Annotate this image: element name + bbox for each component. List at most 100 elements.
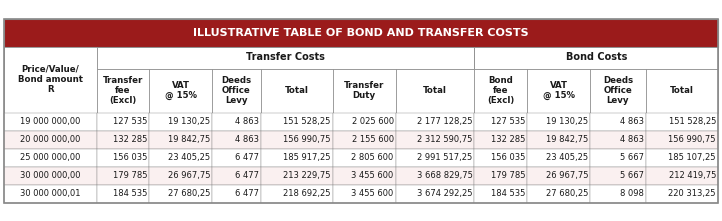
Text: 5 667: 5 667 <box>619 153 644 162</box>
Bar <box>590 112 645 130</box>
Bar <box>149 185 212 202</box>
Text: 3 674 292,25: 3 674 292,25 <box>417 189 472 198</box>
Bar <box>261 69 333 112</box>
Bar <box>396 130 474 149</box>
Text: VAT
@ 15%: VAT @ 15% <box>165 81 197 100</box>
Text: Bond Costs: Bond Costs <box>565 53 627 63</box>
Bar <box>645 149 718 166</box>
Text: 2 991 517,25: 2 991 517,25 <box>417 153 472 162</box>
Text: 8 098: 8 098 <box>620 189 644 198</box>
Text: 19 842,75: 19 842,75 <box>168 135 210 144</box>
Bar <box>396 149 474 166</box>
Text: 3 668 829,75: 3 668 829,75 <box>417 171 472 180</box>
Bar <box>396 185 474 202</box>
Bar <box>474 69 527 112</box>
Bar <box>212 185 261 202</box>
Bar <box>97 149 149 166</box>
Bar <box>396 112 474 130</box>
Text: 185 107,25: 185 107,25 <box>669 153 716 162</box>
Text: 184 535: 184 535 <box>113 189 147 198</box>
Text: 218 692,25: 218 692,25 <box>283 189 331 198</box>
Text: 132 285: 132 285 <box>491 135 525 144</box>
Text: Price/Value/
Bond amount
R: Price/Value/ Bond amount R <box>18 65 83 94</box>
Bar <box>212 69 261 112</box>
Text: 6 477: 6 477 <box>235 189 258 198</box>
Text: Transfer
fee
(Excl): Transfer fee (Excl) <box>103 76 143 105</box>
Bar <box>590 69 645 112</box>
Bar <box>261 149 333 166</box>
Text: 151 528,25: 151 528,25 <box>283 117 331 126</box>
Bar <box>261 185 333 202</box>
Bar <box>212 166 261 185</box>
Text: 4 863: 4 863 <box>235 135 258 144</box>
Text: 212 419,75: 212 419,75 <box>669 171 716 180</box>
Bar <box>527 112 590 130</box>
Bar <box>333 69 396 112</box>
Bar <box>645 112 718 130</box>
Bar <box>527 69 590 112</box>
Text: 19 000 000,00: 19 000 000,00 <box>20 117 80 126</box>
Text: ILLUSTRATIVE TABLE OF BOND AND TRANSFER COSTS: ILLUSTRATIVE TABLE OF BOND AND TRANSFER … <box>193 27 529 38</box>
Bar <box>149 166 212 185</box>
Bar <box>474 46 718 69</box>
Bar <box>97 185 149 202</box>
Text: 26 967,75: 26 967,75 <box>546 171 588 180</box>
Bar <box>590 166 645 185</box>
Bar <box>4 46 97 69</box>
Bar <box>396 69 474 112</box>
Text: 4 863: 4 863 <box>619 117 644 126</box>
Bar <box>4 130 97 149</box>
Text: 2 025 600: 2 025 600 <box>352 117 393 126</box>
Text: 179 785: 179 785 <box>113 171 147 180</box>
Bar <box>261 130 333 149</box>
Text: 6 477: 6 477 <box>235 153 258 162</box>
Text: 2 177 128,25: 2 177 128,25 <box>417 117 472 126</box>
Bar <box>97 130 149 149</box>
Text: 3 455 600: 3 455 600 <box>352 171 393 180</box>
Text: 184 535: 184 535 <box>491 189 525 198</box>
Text: Total: Total <box>670 86 694 95</box>
Bar <box>4 19 718 46</box>
Bar <box>333 185 396 202</box>
Bar <box>527 166 590 185</box>
Text: 6 477: 6 477 <box>235 171 258 180</box>
Text: Transfer
Duty: Transfer Duty <box>344 81 384 100</box>
Bar <box>645 69 718 112</box>
Text: Deeds
Office
Levy: Deeds Office Levy <box>603 76 633 105</box>
Text: 25 000 000,00: 25 000 000,00 <box>20 153 80 162</box>
Text: 26 967,75: 26 967,75 <box>168 171 210 180</box>
Bar <box>4 112 97 130</box>
Bar <box>333 149 396 166</box>
Text: 156 035: 156 035 <box>113 153 147 162</box>
Bar <box>474 166 527 185</box>
Bar <box>396 166 474 185</box>
Text: 20 000 000,00: 20 000 000,00 <box>20 135 80 144</box>
Bar <box>474 185 527 202</box>
Bar <box>212 112 261 130</box>
Text: Total: Total <box>423 86 447 95</box>
Bar <box>149 130 212 149</box>
Bar <box>97 166 149 185</box>
Bar <box>333 112 396 130</box>
Text: 2 805 600: 2 805 600 <box>352 153 393 162</box>
Text: 4 863: 4 863 <box>619 135 644 144</box>
Text: 23 405,25: 23 405,25 <box>168 153 210 162</box>
Bar <box>97 69 149 112</box>
Text: 156 990,75: 156 990,75 <box>669 135 716 144</box>
Text: 19 130,25: 19 130,25 <box>546 117 588 126</box>
Text: 179 785: 179 785 <box>491 171 525 180</box>
Text: 30 000 000,01: 30 000 000,01 <box>20 189 81 198</box>
Text: 19 130,25: 19 130,25 <box>168 117 210 126</box>
Text: VAT
@ 15%: VAT @ 15% <box>543 81 575 100</box>
Text: 27 680,25: 27 680,25 <box>168 189 210 198</box>
Bar <box>590 185 645 202</box>
Bar <box>645 166 718 185</box>
Text: Bond
fee
(Excl): Bond fee (Excl) <box>487 76 515 105</box>
Text: 3 455 600: 3 455 600 <box>352 189 393 198</box>
Bar <box>474 149 527 166</box>
Bar <box>261 166 333 185</box>
Bar <box>261 112 333 130</box>
Text: 185 917,25: 185 917,25 <box>283 153 331 162</box>
Text: 19 842,75: 19 842,75 <box>546 135 588 144</box>
Text: 127 535: 127 535 <box>491 117 525 126</box>
